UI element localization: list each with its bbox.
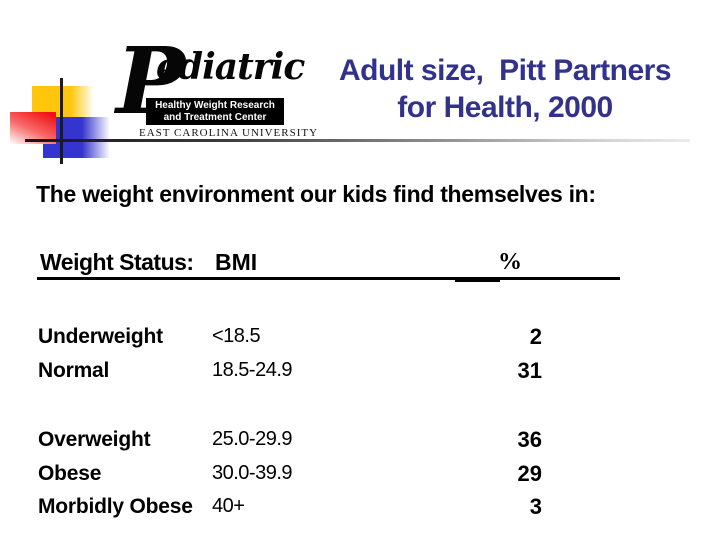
table-header-row: Weight Status: BMI % bbox=[37, 249, 620, 282]
logo-box-line1: Healthy Weight Research bbox=[155, 100, 275, 111]
decoration-yellow-square bbox=[32, 86, 94, 117]
table-row: Obese 30.0-39.9 29 bbox=[38, 457, 542, 491]
logo-university-name: EAST CAROLINA UNIVERSITY bbox=[139, 127, 319, 139]
decoration-vertical-line bbox=[60, 78, 63, 164]
table-row: Overweight 25.0-29.9 36 bbox=[38, 423, 542, 457]
cell-status: Underweight bbox=[38, 325, 163, 348]
logo-script-text: ediatric bbox=[156, 46, 305, 88]
header-bmi: BMI bbox=[215, 249, 258, 275]
slide-title-line2: for Health, 2000 bbox=[397, 91, 613, 125]
cell-bmi: 18.5-24.9 bbox=[212, 358, 293, 381]
logo-box-line2: and Treatment Center bbox=[163, 112, 267, 123]
cell-status: Normal bbox=[38, 358, 110, 382]
cell-bmi: <18.5 bbox=[212, 325, 261, 347]
cell-bmi: 25.0-29.9 bbox=[212, 428, 293, 450]
cell-percent: 3 bbox=[529, 494, 542, 519]
cell-status: Morbidly Obese bbox=[38, 495, 193, 518]
header-percent: % bbox=[498, 249, 522, 275]
cell-percent: 36 bbox=[517, 427, 542, 452]
cell-bmi: 30.0-39.9 bbox=[212, 461, 293, 484]
table-row: Normal 18.5-24.9 31 bbox=[38, 354, 542, 388]
header-weight-status: Weight Status: bbox=[40, 249, 194, 275]
table-row: Underweight <18.5 2 bbox=[38, 320, 542, 354]
slide-title-line1: Adult size, Pitt Partners bbox=[338, 54, 672, 87]
table-row: Morbidly Obese 40+ 3 bbox=[38, 490, 542, 524]
intro-text: The weight environment our kids find the… bbox=[36, 181, 596, 207]
header-divider-line bbox=[25, 139, 690, 142]
cell-percent: 31 bbox=[517, 357, 542, 383]
cell-percent: 2 bbox=[529, 324, 542, 349]
decoration-red-square bbox=[10, 112, 56, 144]
cell-bmi: 40+ bbox=[212, 495, 245, 517]
slide-title: Adult size, Pitt Partners for Health, 20… bbox=[303, 52, 707, 126]
cell-status: Overweight bbox=[38, 428, 151, 451]
logo-black-box: Healthy Weight Research and Treatment Ce… bbox=[146, 98, 284, 125]
cell-status: Obese bbox=[38, 461, 102, 485]
weight-status-table: Underweight <18.5 2 Normal 18.5-24.9 31 … bbox=[38, 320, 542, 524]
pediatric-center-logo: P ediatric Healthy Weight Research and T… bbox=[116, 35, 317, 139]
cell-percent: 29 bbox=[517, 460, 542, 486]
header-underscore-run bbox=[455, 278, 500, 282]
